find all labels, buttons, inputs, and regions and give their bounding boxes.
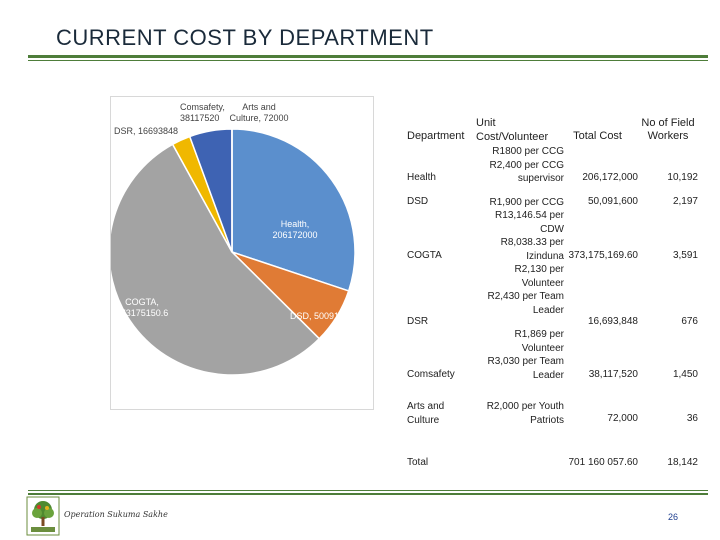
row-comsafety-total: 38,117,520 [588,369,638,380]
row-health-department: Health [407,172,436,183]
pie-slice-health [231,128,356,292]
header-unit-cost: Unit Cost/Volunteer [476,117,549,143]
row-dsr-total: 16,693,848 [587,316,638,327]
pie-label-health: Health, 206172000 [272,219,317,240]
row-comsafety-department: Comsafety [407,369,455,380]
row-arts-workers: 36 [686,413,698,424]
header-total-cost: Total Cost [573,130,622,142]
row-dsr-department: DSR [407,316,429,327]
row-dsd-unit: R1,900 per CCG [489,197,564,208]
pie-label-comsafety: Comsafety, 38117520 [180,102,225,123]
pie-label-arts-and-culture: Arts and Culture, 72000 [229,102,288,123]
row-cogta-workers: 3,591 [672,250,698,261]
header-department: Department [407,130,465,142]
cost-pie-chart: Health, 206172000 DSD, 50091600 COGTA, 37317… [111,102,356,376]
row-total-workers: 18,142 [667,457,698,468]
page-number: 26 [668,512,679,522]
page-title: CURRENT COST BY DEPARTMENT [56,25,434,50]
row-comsafety-workers: 1,450 [672,369,698,380]
pie-slice-cogta [111,143,321,376]
row-arts-department: Arts and Culture [407,401,445,426]
title-divider [28,55,708,58]
row-dsd-total: 50,091,600 [587,196,638,207]
pie-label-dsr: DSR, 16693848 [114,126,178,136]
row-cogta-unit: R13,146.54 per CDW R8,038.33 per Izindun… [495,210,564,262]
row-cogta-total: 373,175,169.60 [568,250,638,261]
row-dsr-unit: R2,130 per Volunteer R2,430 per Team Lea… [487,264,564,316]
pie-label-dsd: DSD, 50091600 [290,311,354,321]
row-health-total: 206,172,000 [582,172,638,183]
row-arts-unit: R2,000 per Youth Patriots [486,401,564,426]
row-total-department: Total [407,457,429,468]
row-dsd-department: DSD [407,196,429,207]
row-dsr-workers: 676 [681,316,698,327]
title-divider-thin [28,60,708,61]
row-cogta-department: COGTA [407,250,442,261]
row-health-workers: 10,192 [667,172,698,183]
footer-divider-thick [28,493,708,495]
row-comsafety-unit: R1,869 per Volunteer R3,030 per Team Lea… [487,329,564,381]
tree-logo-icon [26,496,60,536]
pie-label-cogta: COGTA, 373175150.6 [116,297,169,318]
footer-divider [28,490,708,491]
row-dsd-workers: 2,197 [672,196,698,207]
header-field-workers: No of Field Workers [641,117,695,142]
row-arts-total: 72,000 [607,413,638,424]
footer-text: Operation Sukuma Sakhe [64,510,168,519]
row-total-cost: 701 160 057.60 [568,457,638,468]
row-health-unit: R1800 per CCG R2,400 per CCG supervisor [489,146,564,184]
pie-chart-frame: Health, 206172000 DSD, 50091600 COGTA, 37317… [110,96,374,410]
